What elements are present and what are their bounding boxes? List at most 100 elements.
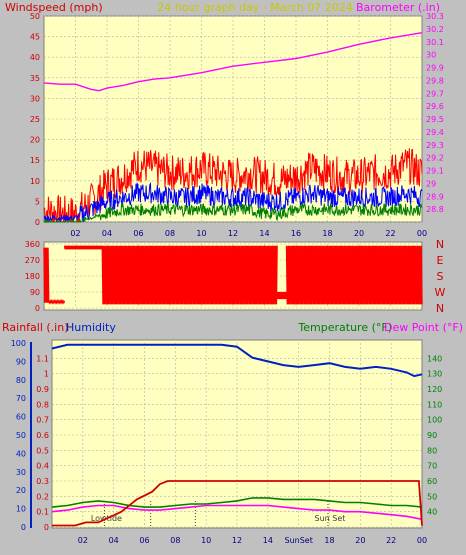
wind-direction-trace bbox=[43, 247, 50, 303]
time-tick-label: 16 bbox=[291, 229, 301, 238]
humidity-tick-label: 50 bbox=[16, 431, 26, 440]
barometer-tick-label: 30 bbox=[426, 51, 436, 60]
humidity-tick-label: 0 bbox=[21, 523, 26, 532]
wind-direction-trace bbox=[101, 245, 278, 305]
humidity-axis-ticks: 0 10 20 30 40 50 60 70 80 90 100 bbox=[11, 339, 26, 532]
rain-humidity-marks: Lowtide Sun Set bbox=[51, 343, 423, 527]
direction-compass-label: N bbox=[436, 238, 444, 251]
humidity-tick-label: 10 bbox=[16, 505, 26, 514]
windspeed-tick-label: 5 bbox=[35, 197, 40, 206]
humidity-tick-label: 90 bbox=[16, 357, 26, 366]
rainfall-tick-label: 0.9 bbox=[36, 385, 49, 394]
temperature-tick-label: 140 bbox=[427, 354, 442, 363]
humidity-tick-label: 60 bbox=[16, 413, 26, 422]
rainfall-tick-label: 1.1 bbox=[36, 354, 49, 363]
windspeed-tick-label: 0 bbox=[35, 218, 40, 227]
barometer-tick-label: 29.6 bbox=[426, 102, 444, 111]
rainfall-line bbox=[52, 480, 423, 527]
rainfall-tick-label: 0.3 bbox=[36, 477, 49, 486]
time-tick-label: 06 bbox=[133, 229, 143, 238]
wind-direction-marks bbox=[43, 245, 423, 305]
barometer-tick-label: 28.8 bbox=[426, 205, 444, 214]
rainfall-tick-label: 0 bbox=[44, 523, 49, 532]
humidity-line bbox=[51, 343, 423, 378]
humidity-tick-label: 40 bbox=[16, 449, 26, 458]
windspeed-tick-label: 30 bbox=[30, 94, 40, 103]
chart-title: 24 hour graph day - March 07 2024 bbox=[157, 1, 353, 14]
time-tick-label: 04 bbox=[109, 536, 119, 545]
rainfall-tick-label: 0.4 bbox=[36, 462, 49, 471]
windspeed-tick-label: 25 bbox=[30, 115, 40, 124]
wind-direction-trace bbox=[285, 245, 423, 305]
rain-time-axis-ticks: 02 04 06 08 10 12 14 SunSet 18 20 22 00 bbox=[78, 536, 427, 545]
barometer-tick-label: 29 bbox=[426, 179, 436, 188]
temperature-tick-label: 40 bbox=[427, 508, 437, 517]
wind-average-line bbox=[43, 181, 423, 223]
temperature-tick-label: 50 bbox=[427, 492, 437, 501]
wind-low-line bbox=[44, 202, 423, 224]
time-tick-label: 20 bbox=[354, 229, 364, 238]
windspeed-tick-label: 20 bbox=[30, 136, 40, 145]
barometer-tick-label: 30.1 bbox=[426, 38, 444, 47]
rainfall-tick-label: 0.1 bbox=[36, 508, 49, 517]
rainfall-tick-label: 0.5 bbox=[36, 446, 49, 455]
time-tick-label: 18 bbox=[322, 229, 332, 238]
time-tick-label: 04 bbox=[102, 229, 112, 238]
barometer-tick-label: 28.9 bbox=[426, 192, 444, 201]
rainfall-axis-title: Rainfall (.in) bbox=[2, 321, 69, 334]
rainfall-tick-label: 0.2 bbox=[36, 492, 49, 501]
barometer-tick-label: 29.8 bbox=[426, 76, 444, 85]
direction-degree-label: 180 bbox=[25, 272, 40, 281]
wind-barometer-marks bbox=[43, 32, 423, 224]
humidity-tick-label: 70 bbox=[16, 394, 26, 403]
time-tick-label: 02 bbox=[78, 536, 88, 545]
windspeed-tick-label: 10 bbox=[30, 177, 40, 186]
direction-degree-label: 0 bbox=[35, 304, 40, 313]
rainfall-tick-label: 0.7 bbox=[36, 416, 49, 425]
wind-direction-trace bbox=[276, 291, 288, 300]
barometer-tick-label: 29.3 bbox=[426, 141, 444, 150]
direction-compass-label: E bbox=[437, 254, 444, 267]
direction-degree-ticks: 0 90 180 270 360 bbox=[25, 240, 40, 313]
direction-compass-label: S bbox=[437, 270, 444, 283]
rainfall-tick-label: 0.6 bbox=[36, 431, 49, 440]
time-tick-label: 22 bbox=[385, 229, 395, 238]
humidity-tick-label: 100 bbox=[11, 339, 26, 348]
barometer-tick-label: 29.5 bbox=[426, 115, 444, 124]
time-tick-label: 08 bbox=[170, 536, 180, 545]
temperature-axis-title: Temperature (°F) bbox=[297, 321, 392, 334]
time-tick-label: 12 bbox=[228, 229, 238, 238]
temperature-tick-label: 120 bbox=[427, 385, 442, 394]
event-marker-label: Sun Set bbox=[315, 514, 346, 523]
barometer-tick-label: 29.7 bbox=[426, 89, 444, 98]
barometer-line bbox=[43, 32, 423, 92]
windspeed-tick-label: 40 bbox=[30, 53, 40, 62]
time-tick-label: 10 bbox=[196, 229, 206, 238]
time-tick-label: 14 bbox=[259, 229, 269, 238]
rainfall-tick-label: 0.8 bbox=[36, 400, 49, 409]
windspeed-axis-ticks: 0 5 10 15 20 25 30 35 40 45 50 bbox=[30, 12, 40, 227]
rainfall-tick-label: 1 bbox=[44, 370, 49, 379]
rain-humidity-grid bbox=[52, 343, 422, 528]
humidity-tick-label: 20 bbox=[16, 486, 26, 495]
time-tick-label: 20 bbox=[355, 536, 365, 545]
temperature-tick-label: 100 bbox=[427, 416, 442, 425]
temperature-line bbox=[51, 497, 423, 508]
dewpoint-line bbox=[51, 504, 423, 521]
time-tick-label: 00 bbox=[417, 536, 427, 545]
humidity-axis-title: Humidity bbox=[66, 321, 116, 334]
barometer-tick-label: 29.4 bbox=[426, 128, 444, 137]
time-tick-label: 14 bbox=[263, 536, 273, 545]
time-tick-label: 02 bbox=[70, 229, 80, 238]
direction-degree-label: 270 bbox=[25, 256, 40, 265]
temperature-tick-label: 60 bbox=[427, 477, 437, 486]
temperature-axis-ticks: 40 50 60 70 80 90 100 110 120 130 140 bbox=[427, 354, 442, 516]
direction-compass-label: W bbox=[435, 286, 446, 299]
time-tick-label: 10 bbox=[201, 536, 211, 545]
barometer-tick-label: 30.3 bbox=[426, 12, 444, 21]
wind-gust-line bbox=[43, 148, 423, 223]
direction-compass-label: N bbox=[436, 302, 444, 315]
